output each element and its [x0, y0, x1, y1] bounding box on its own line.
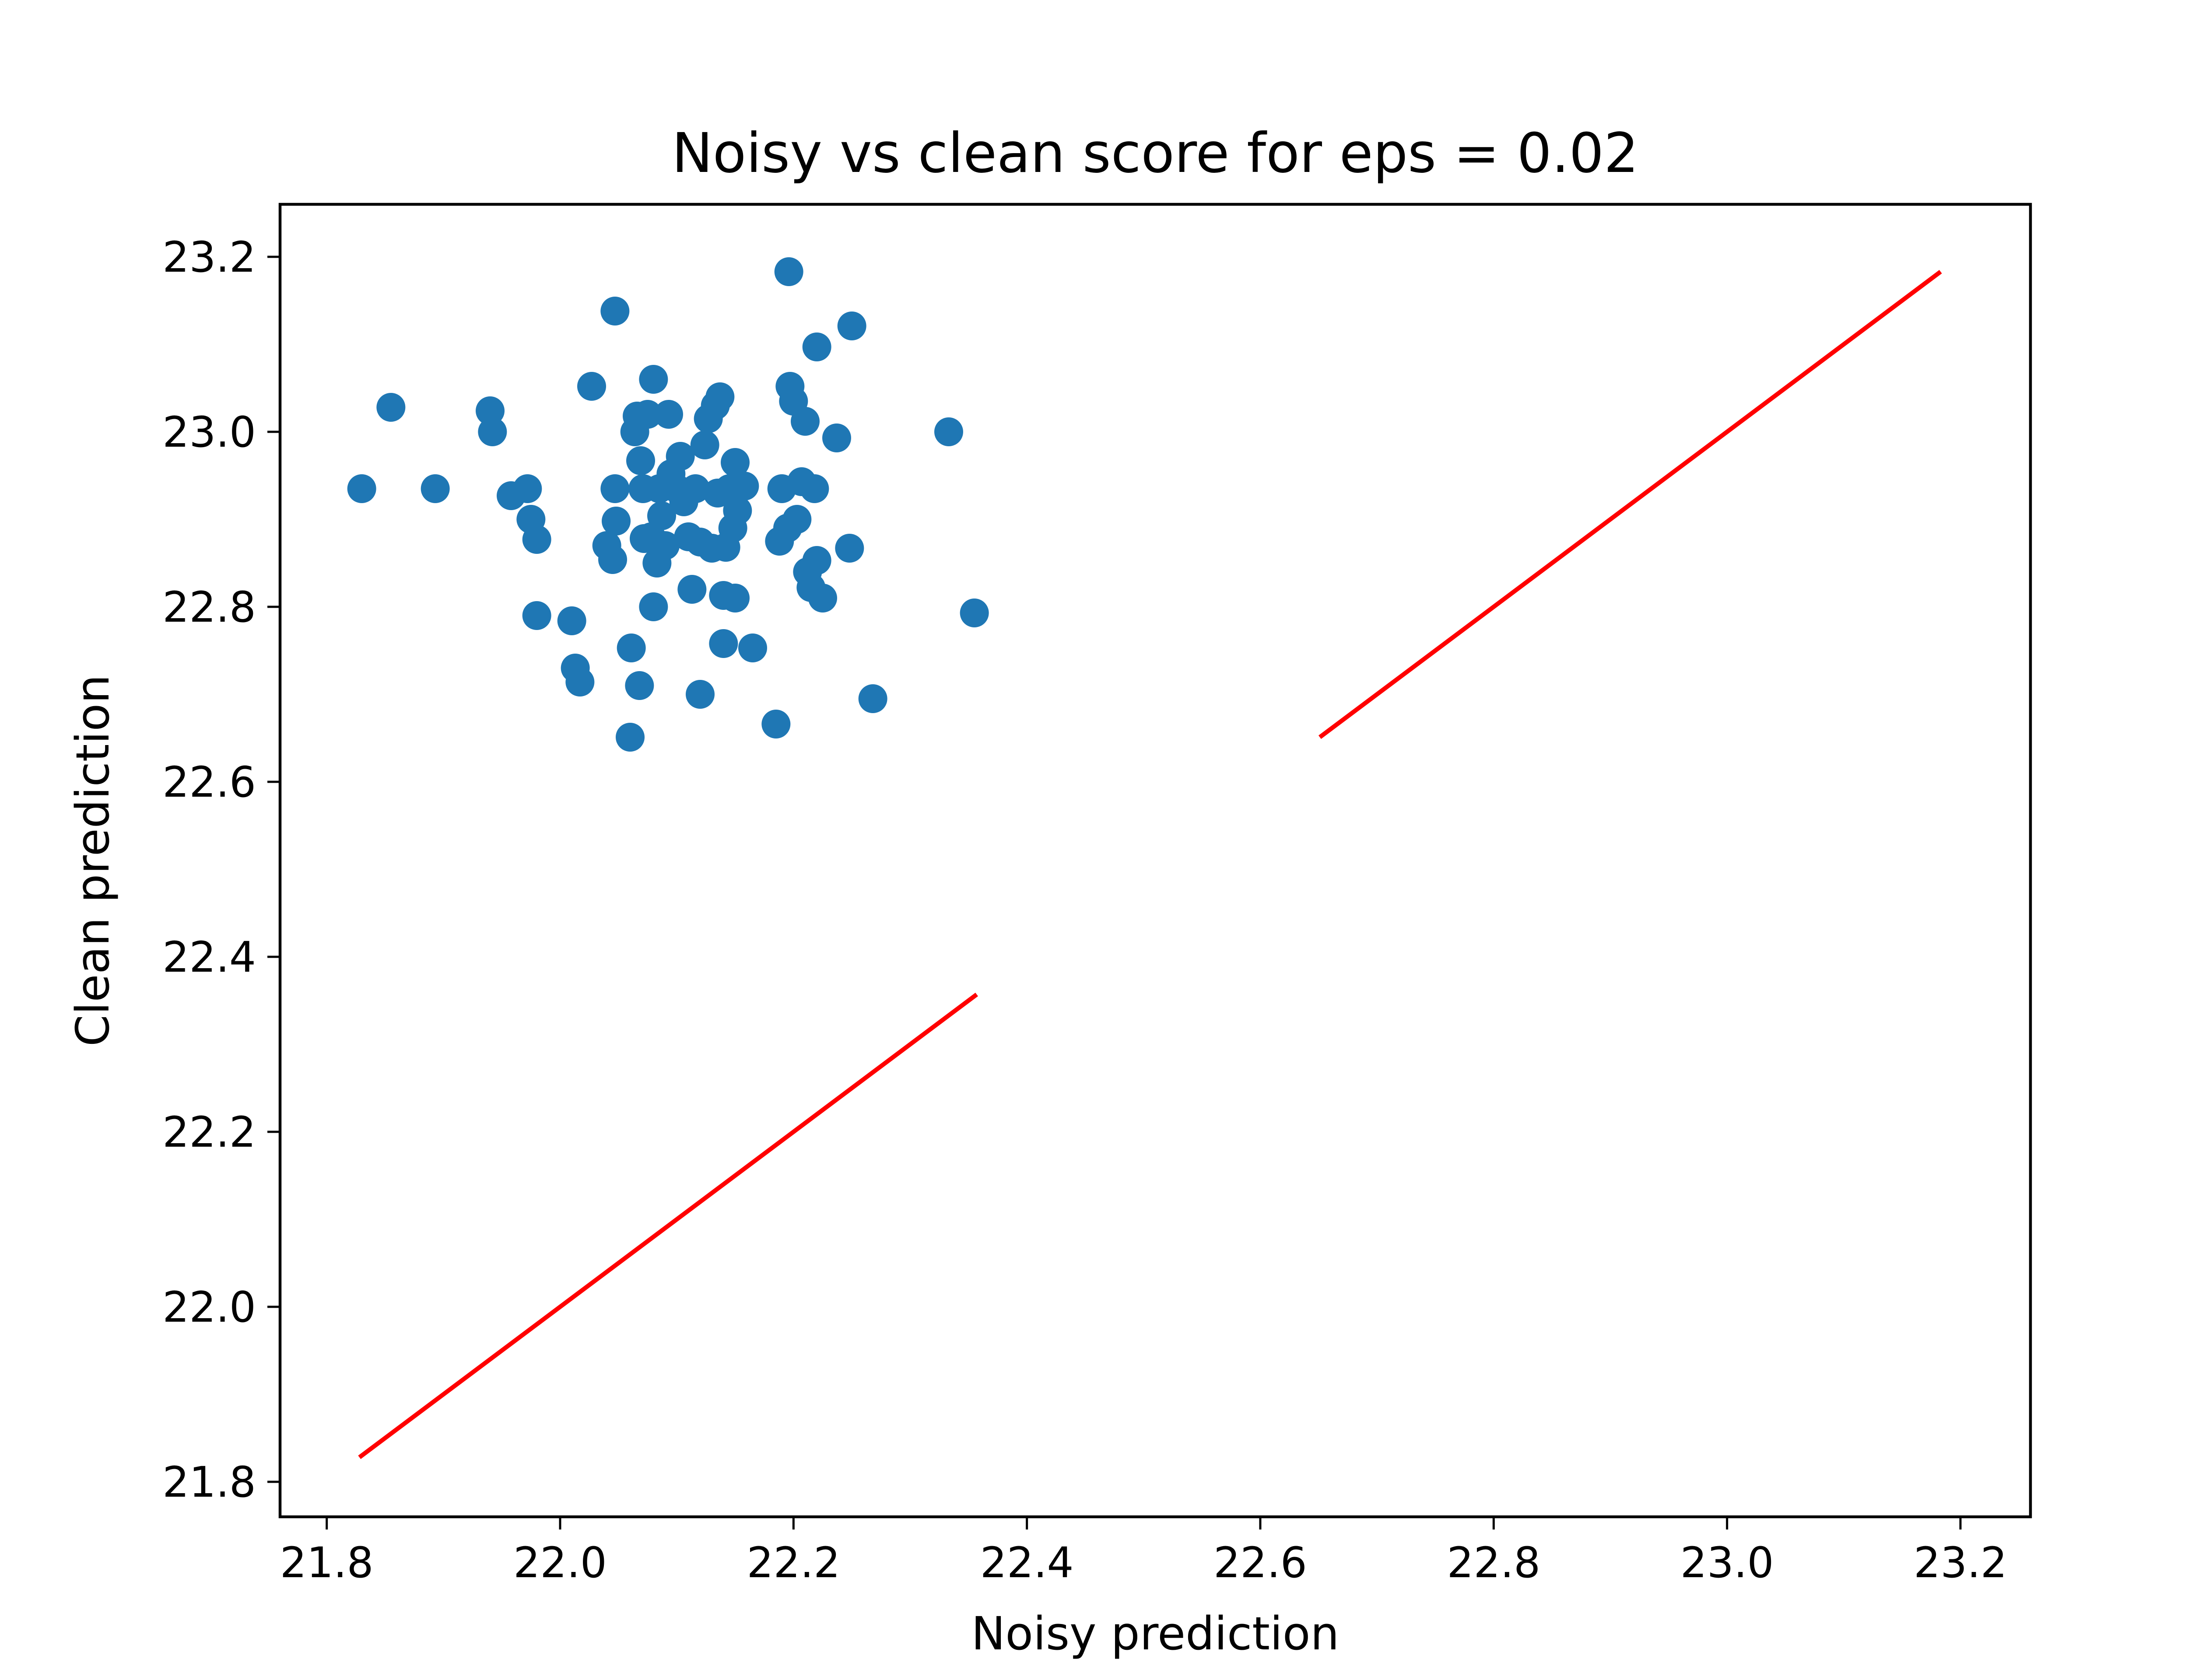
- x-tick-label-0: 21.8: [280, 1538, 374, 1587]
- x-tick-label-3: 22.4: [980, 1538, 1074, 1587]
- scatter-point-4: [478, 417, 507, 446]
- x-tick-label-5: 22.8: [1447, 1538, 1540, 1587]
- scatter-point-45: [690, 430, 719, 459]
- scatter-point-76: [808, 584, 837, 612]
- scatter-point-73: [800, 474, 829, 503]
- y-tick-label-3: 22.4: [162, 933, 256, 982]
- scatter-point-18: [602, 507, 631, 536]
- scatter-point-60: [738, 634, 767, 662]
- scatter-point-33: [647, 501, 676, 530]
- reference-line-2: [1318, 270, 1942, 739]
- x-tick-label-1: 22.0: [513, 1538, 607, 1587]
- chart-title: Noisy vs clean score for eps = 0.02: [672, 122, 1638, 185]
- scatter-point-59: [730, 472, 759, 500]
- scatter-point-65: [774, 257, 803, 286]
- scatter-point-2: [421, 474, 450, 503]
- scatter-point-24: [626, 446, 655, 475]
- y-tick-label-6: 23.0: [162, 408, 256, 457]
- scatter-point-16: [600, 297, 630, 326]
- x-tick-label-2: 22.2: [747, 1538, 840, 1587]
- scatter-point-81: [934, 417, 963, 446]
- x-tick-label-6: 23.0: [1680, 1538, 1774, 1587]
- scatter-point-8: [522, 525, 551, 554]
- scatter-point-79: [837, 312, 866, 340]
- scatter-point-52: [709, 629, 738, 658]
- scatter-point-20: [617, 634, 646, 662]
- scatter-point-23: [625, 671, 654, 700]
- scatter-point-9: [522, 601, 551, 630]
- y-axis-ticks: 21.8 22.0 22.2 22.4 22.6 22.8 23.0 23.2: [162, 233, 280, 1507]
- scatter-point-29: [639, 592, 668, 621]
- scatter-point-0: [347, 474, 376, 503]
- scatter-point-1: [376, 393, 406, 422]
- scatter-point-82: [960, 598, 989, 627]
- scatter-point-50: [705, 382, 735, 411]
- scatter-point-42: [681, 474, 710, 503]
- x-axis-ticks: 21.8 22.0 22.2 22.4 22.6 22.8 23.0 23.2: [280, 1517, 2007, 1587]
- scatter-point-10: [557, 606, 586, 635]
- scatter-point-44: [686, 680, 715, 709]
- y-axis-title: Clean prediction: [66, 675, 119, 1046]
- scatter-point-12: [565, 668, 595, 696]
- scatter-point-17: [600, 474, 630, 503]
- scatter-point-41: [677, 575, 707, 604]
- scatter-point-70: [791, 407, 820, 436]
- scatter-point-77: [822, 424, 851, 452]
- scatter-point-3: [476, 396, 505, 425]
- scatter-point-61: [761, 710, 791, 738]
- scatter-point-80: [858, 684, 887, 713]
- scatter-point-58: [723, 496, 752, 525]
- x-tick-label-7: 23.2: [1914, 1538, 2007, 1587]
- x-tick-label-4: 22.6: [1213, 1538, 1307, 1587]
- scatter-point-19: [616, 723, 645, 752]
- y-tick-label-7: 23.2: [162, 233, 256, 282]
- scatter-point-15: [598, 545, 627, 574]
- scatter-point-68: [782, 505, 812, 534]
- scatter-point-30: [639, 365, 668, 394]
- scatter-point-27: [633, 400, 662, 429]
- scatter-point-34: [651, 531, 680, 560]
- y-tick-label-5: 22.8: [162, 583, 256, 632]
- scatter-point-57: [721, 448, 750, 477]
- scatter-point-35: [654, 400, 683, 429]
- y-tick-label-4: 22.6: [162, 758, 256, 807]
- scatter-point-38: [666, 442, 695, 471]
- y-tick-label-2: 22.2: [162, 1108, 256, 1157]
- x-axis-title: Noisy prediction: [971, 1607, 1339, 1660]
- reference-line-1: [358, 992, 978, 1460]
- y-tick-label-1: 22.0: [162, 1283, 256, 1332]
- plot-marks: [347, 257, 1942, 1460]
- axes-frame: [278, 203, 2032, 1519]
- scatter-point-13: [577, 372, 606, 401]
- scatter-point-6: [513, 474, 542, 503]
- scatter-point-75: [802, 332, 831, 361]
- scatter-point-78: [835, 534, 864, 563]
- y-tick-label-0: 21.8: [162, 1458, 256, 1507]
- scatter-point-56: [721, 584, 750, 612]
- scatter-point-74: [802, 546, 831, 575]
